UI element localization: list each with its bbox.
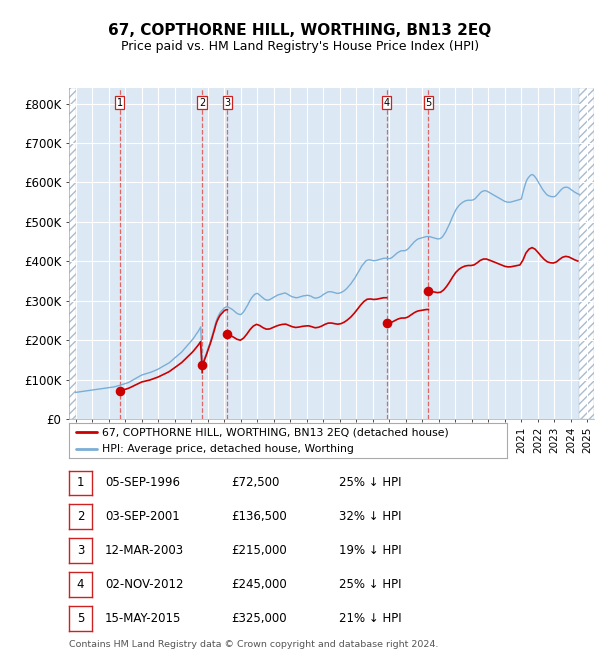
Text: £245,000: £245,000 [231, 578, 287, 591]
Text: 2: 2 [77, 510, 84, 523]
Text: £72,500: £72,500 [231, 476, 280, 489]
Text: £136,500: £136,500 [231, 510, 287, 523]
Text: 21% ↓ HPI: 21% ↓ HPI [339, 612, 401, 625]
Text: 4: 4 [383, 98, 390, 108]
Point [197, 360, 207, 370]
Point [223, 329, 232, 339]
Text: 67, COPTHORNE HILL, WORTHING, BN13 2EQ: 67, COPTHORNE HILL, WORTHING, BN13 2EQ [109, 23, 491, 38]
Text: 15-MAY-2015: 15-MAY-2015 [105, 612, 181, 625]
Point [115, 385, 124, 396]
Text: £325,000: £325,000 [231, 612, 287, 625]
Bar [579, 88, 594, 419]
Text: Price paid vs. HM Land Registry's House Price Index (HPI): Price paid vs. HM Land Registry's House … [121, 40, 479, 53]
Text: 67, COPTHORNE HILL, WORTHING, BN13 2EQ (detached house): 67, COPTHORNE HILL, WORTHING, BN13 2EQ (… [102, 427, 449, 437]
Text: 19% ↓ HPI: 19% ↓ HPI [339, 544, 401, 557]
Text: 5: 5 [77, 612, 84, 625]
Text: 12-MAR-2003: 12-MAR-2003 [105, 544, 184, 557]
Text: 05-SEP-1996: 05-SEP-1996 [105, 476, 180, 489]
Text: 1: 1 [116, 98, 123, 108]
Text: 02-NOV-2012: 02-NOV-2012 [105, 578, 184, 591]
Text: Contains HM Land Registry data © Crown copyright and database right 2024.: Contains HM Land Registry data © Crown c… [69, 640, 439, 649]
Point [382, 317, 391, 328]
Text: HPI: Average price, detached house, Worthing: HPI: Average price, detached house, Wort… [102, 443, 354, 454]
Text: 5: 5 [425, 98, 431, 108]
Text: 3: 3 [77, 544, 84, 557]
Text: £215,000: £215,000 [231, 544, 287, 557]
Point [424, 286, 433, 296]
Text: 2: 2 [199, 98, 205, 108]
Text: 3: 3 [224, 98, 230, 108]
Text: 25% ↓ HPI: 25% ↓ HPI [339, 476, 401, 489]
Bar [69, 88, 76, 419]
Text: 32% ↓ HPI: 32% ↓ HPI [339, 510, 401, 523]
Text: 4: 4 [77, 578, 84, 591]
Text: 25% ↓ HPI: 25% ↓ HPI [339, 578, 401, 591]
Text: 03-SEP-2001: 03-SEP-2001 [105, 510, 180, 523]
Text: 1: 1 [77, 476, 84, 489]
